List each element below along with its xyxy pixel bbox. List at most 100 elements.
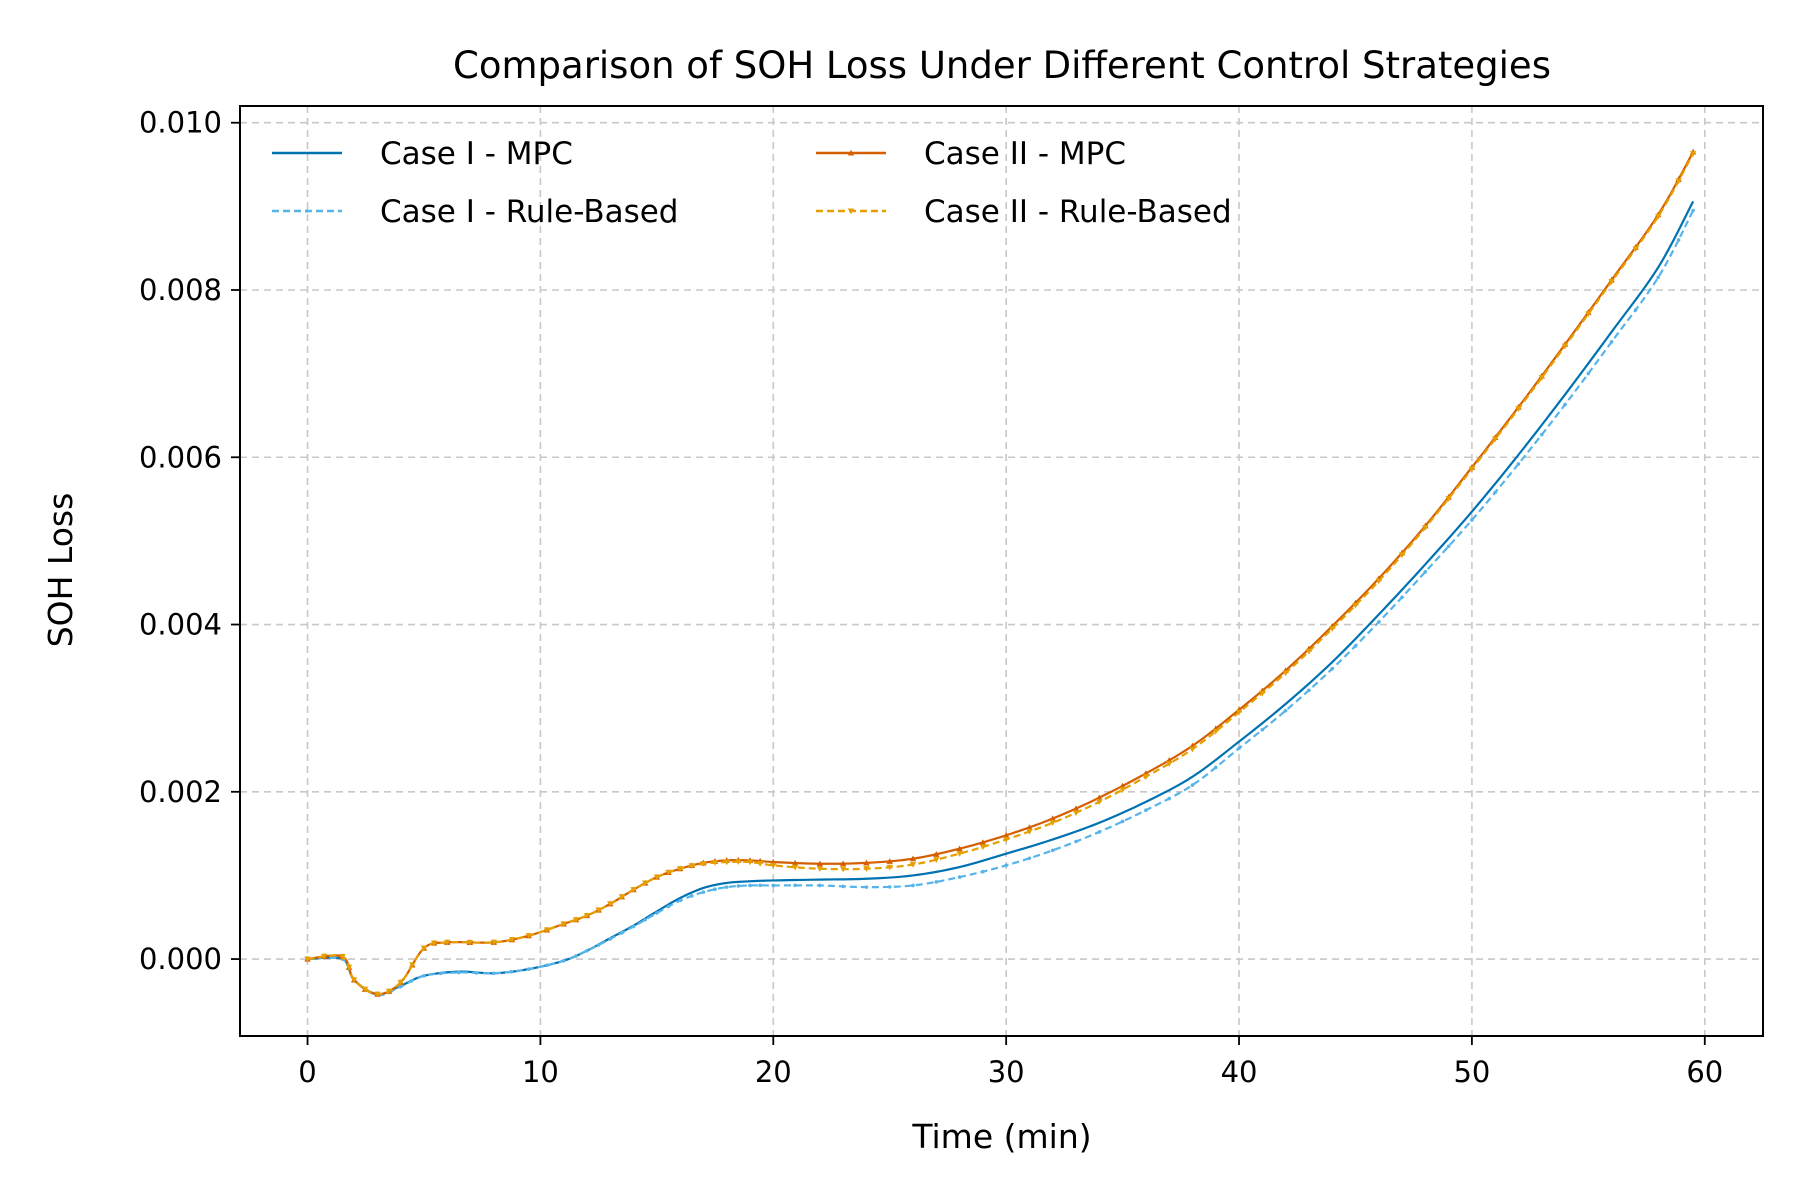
plot-frame	[239, 105, 1764, 1037]
series-case-i-rule-based-marker	[934, 880, 939, 884]
series-case-ii-mpc-marker	[791, 859, 799, 866]
series-case-ii-rule-based-marker	[607, 901, 614, 908]
series-case-ii-rule-based-marker	[1675, 178, 1682, 185]
y-tick-label: 0.006	[139, 440, 222, 474]
series-case-i-rule-based-marker	[1167, 796, 1171, 801]
series-case-i-rule-based-marker	[771, 883, 776, 888]
series-case-ii-rule-based-marker	[723, 859, 730, 866]
series-case-i-rule-based-marker	[1120, 819, 1125, 824]
series-case-ii-rule-based-marker	[420, 945, 428, 952]
series-case-i-rule-based-line	[307, 210, 1695, 997]
series-case-ii-rule-based-marker	[933, 857, 940, 863]
series-case-i-rule-based-marker	[1004, 863, 1008, 868]
series-case-i-rule-based-marker	[758, 883, 762, 888]
series-case-i-rule-based-marker	[1400, 595, 1404, 600]
series-case-i-rule-based-marker	[526, 967, 531, 971]
series-case-i-rule-based-marker	[957, 875, 962, 879]
series-case-i-rule-based-marker	[1423, 570, 1428, 574]
series-case-ii-rule-based-marker	[653, 874, 661, 881]
series-case-i-rule-based-marker	[1691, 208, 1695, 213]
series-case-ii-rule-based-marker	[430, 940, 438, 947]
series-case-ii-rule-based-marker	[1142, 774, 1150, 780]
legend-case-i-rule-based: Case I - Rule-Based	[272, 194, 678, 230]
series-case-ii-rule-based-marker	[583, 913, 591, 919]
series-case-i-rule-based-marker	[438, 971, 443, 976]
series-case-ii-rule-based-marker	[508, 937, 516, 943]
series-case-ii-rule-based-marker	[1096, 799, 1103, 806]
series-case-ii-rule-based-marker	[466, 939, 474, 946]
series-case-i-rule-based-marker	[631, 924, 636, 929]
series-case-ii-rule-based-marker	[409, 962, 416, 969]
series-case-ii-rule-based-marker	[1328, 626, 1336, 632]
series-case-i-rule-based-marker	[1376, 620, 1381, 624]
legend-case-ii-rule-based-label: Case II - Rule-Based	[924, 194, 1232, 230]
series-case-i-rule-based-marker	[724, 885, 729, 889]
series-case-ii-rule-based-marker	[642, 880, 649, 887]
legend-case-i-mpc: Case I - MPC	[272, 136, 573, 172]
series-case-i-rule-based-marker	[1027, 856, 1032, 861]
series-case-ii-rule-based-marker	[350, 977, 358, 984]
series-case-ii-rule-based-marker	[1235, 709, 1243, 716]
series-case-i-rule-based-marker	[911, 883, 915, 888]
series-case-ii-rule-based-marker	[374, 991, 381, 998]
series-case-i-rule-based-marker	[1050, 848, 1055, 853]
legend-case-ii-mpc: Case II - MPC	[816, 136, 1126, 172]
series-case-i-rule-based-marker	[678, 898, 682, 903]
series-case-ii-rule-based-marker	[839, 866, 847, 873]
series-case-ii-rule-based-marker	[791, 864, 799, 871]
chart-title: Comparison of SOH Loss Under Different C…	[453, 44, 1551, 87]
y-tick-label: 0.004	[139, 608, 222, 642]
series-case-ii-rule-based-marker	[339, 953, 346, 960]
series-case-i-rule-based-marker	[509, 969, 514, 974]
series-case-ii-rule-based-marker	[397, 979, 404, 986]
series-case-ii-rule-based-marker	[711, 860, 719, 866]
series-case-i-rule-based-marker	[561, 958, 566, 963]
legend: Case I - MPC Case I - Rule-Based Case II -…	[272, 136, 1232, 230]
series-case-ii-rule-based-marker	[1189, 746, 1196, 753]
series-case-i-rule-based-marker	[1213, 765, 1218, 770]
series-case-ii-rule-based-marker	[1305, 648, 1313, 655]
series-case-i-rule-based-marker	[1493, 490, 1497, 495]
series-case-ii-rule-based-marker	[1072, 810, 1080, 817]
series-case-ii-rule-based-marker	[665, 869, 672, 876]
series-case-ii-mpc-marker	[979, 839, 987, 845]
series-case-ii-rule-based-marker	[1538, 375, 1545, 381]
legend-case-i-rule-based-label: Case I - Rule-Based	[380, 194, 678, 230]
series-case-i-rule-based-marker	[545, 963, 549, 968]
series-layer	[304, 148, 1697, 998]
series-case-ii-rule-based-marker	[385, 988, 393, 995]
series-case-ii-mpc-marker	[1096, 794, 1103, 801]
series-case-i-rule-based-marker	[887, 885, 892, 889]
series-case-ii-mpc-marker	[839, 860, 847, 867]
series-case-ii-rule-based-marker	[756, 860, 764, 867]
series-case-ii-mpc-markers	[304, 148, 1697, 997]
series-case-ii-rule-based-marker	[304, 956, 311, 963]
series-case-ii-rule-based-marker	[886, 864, 893, 871]
series-case-i-rule-based-marker	[689, 894, 694, 898]
series-case-ii-rule-based-marker	[909, 861, 917, 868]
series-case-i-rule-based-marker	[492, 971, 496, 976]
series-case-ii-mpc-marker	[1002, 832, 1010, 838]
y-tick-label: 0.008	[139, 273, 222, 307]
series-case-ii-rule-based-marker	[1026, 828, 1033, 835]
series-case-i-mpc-line	[307, 200, 1695, 996]
series-case-ii-rule-based-marker	[1165, 761, 1173, 767]
series-case-i-rule-based-marker	[1353, 644, 1358, 648]
series-case-ii-rule-based-marker	[1561, 343, 1569, 350]
series-case-i-rule-based-marker	[864, 885, 869, 889]
series-case-ii-rule-based-marker	[770, 862, 777, 869]
series-case-i-rule-based-marker	[1586, 371, 1591, 376]
series-case-ii-rule-based	[304, 151, 1697, 998]
series-case-i-rule-based-marker	[1260, 727, 1265, 732]
series-case-i-rule-based-marker	[713, 887, 717, 892]
series-case-ii-rule-based-marker	[1468, 466, 1476, 473]
legend-case-ii-mpc-label: Case II - MPC	[924, 136, 1126, 172]
series-case-i-rule-based-marker	[1283, 708, 1288, 713]
series-case-ii-rule-based-marker	[746, 859, 754, 866]
series-case-i-rule-based-marker	[1074, 839, 1078, 844]
series-case-ii-rule-based-marker	[1352, 602, 1359, 609]
series-case-ii-rule-based-marker	[630, 887, 637, 893]
series-case-i-rule-based-markers	[305, 208, 1695, 997]
series-case-i-rule-based-marker	[1330, 667, 1334, 671]
